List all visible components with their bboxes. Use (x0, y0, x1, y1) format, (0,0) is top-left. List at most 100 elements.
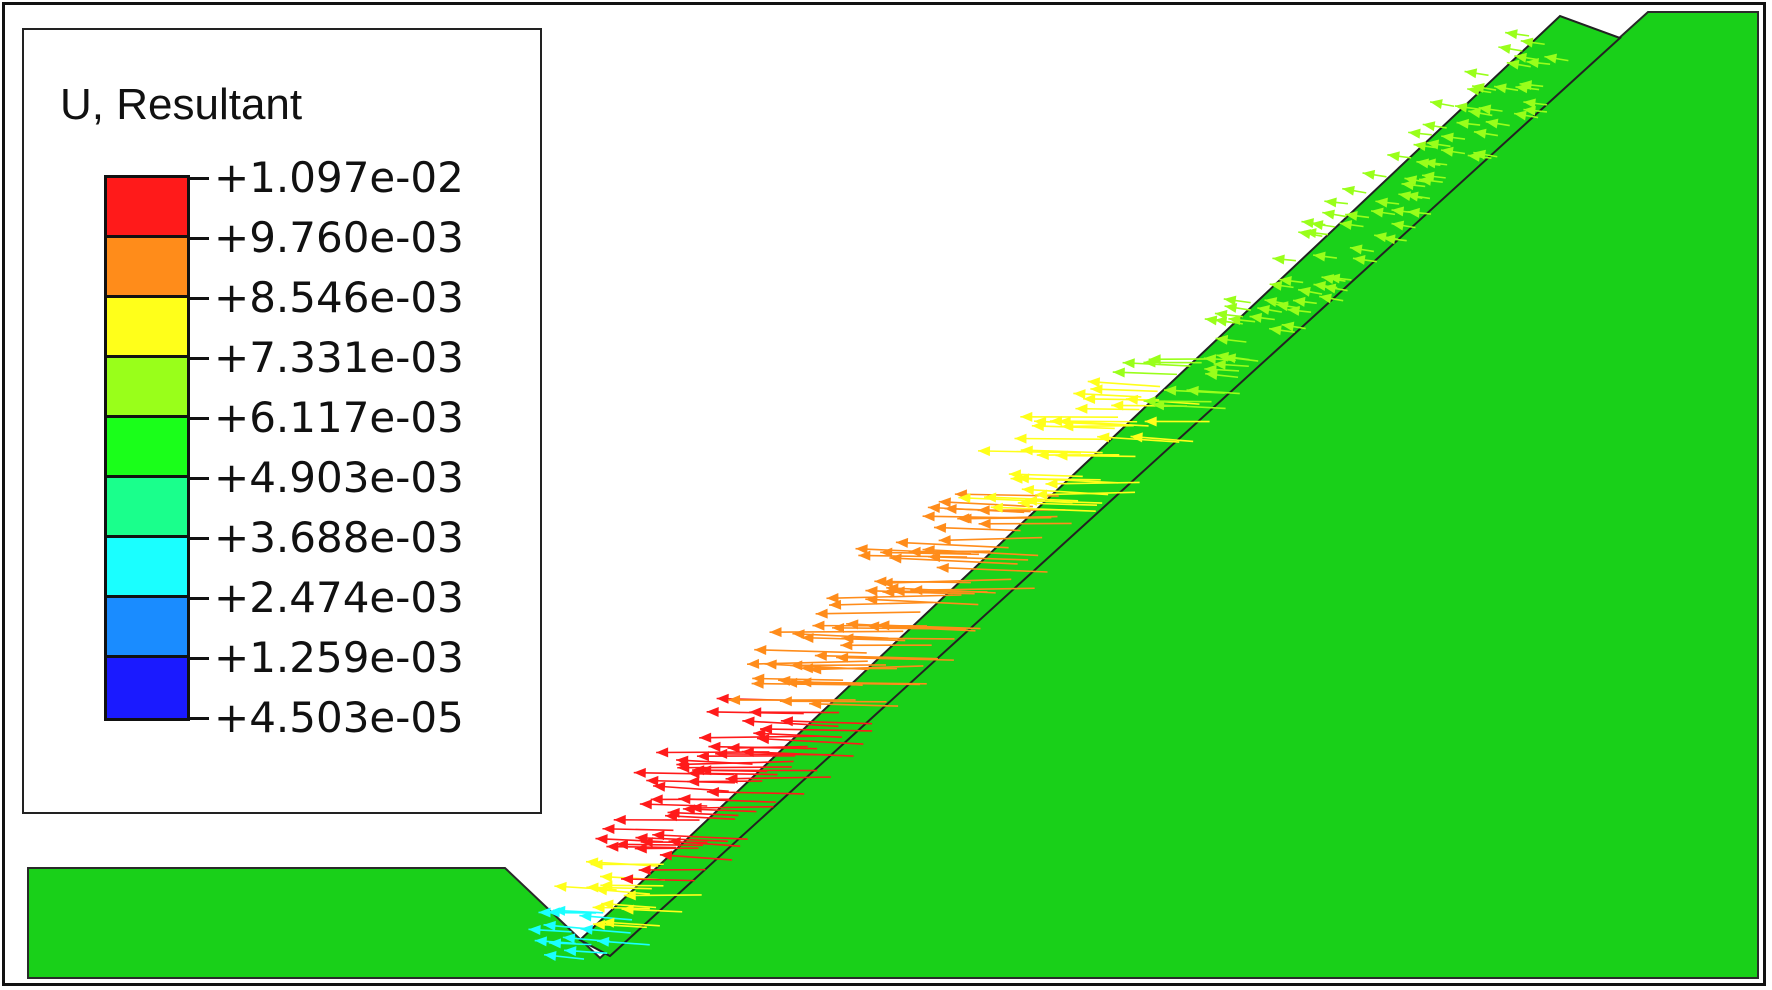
vector-arrowhead (1058, 416, 1071, 427)
vector-arrow (877, 624, 981, 630)
vector-arrowhead (564, 946, 577, 957)
legend-tick-6 (187, 537, 209, 540)
vector-arrowhead (1401, 180, 1414, 191)
vector-arrowhead (1298, 286, 1311, 297)
vector-arrowhead (1083, 394, 1096, 405)
vector-arrowhead (1387, 151, 1400, 162)
vector-arrow (957, 515, 1058, 520)
vector-arrow (880, 578, 1012, 584)
vector-arrowhead (1304, 228, 1317, 238)
vector-arrowhead (1422, 121, 1436, 132)
vector-arrowhead (1292, 296, 1306, 307)
vector-arrowhead (841, 633, 854, 644)
vector-arrowhead (978, 518, 991, 529)
vector-arrowhead (910, 585, 923, 596)
vector-arrowhead (1301, 218, 1314, 229)
vector-arrowhead (646, 775, 659, 786)
vector-arrowhead (889, 553, 902, 564)
vector-arrowhead (1215, 334, 1229, 345)
vector-arrowhead (865, 594, 878, 605)
vector-arrowhead (699, 765, 712, 776)
vector-arrowhead (846, 619, 859, 630)
vector-arrowhead (1391, 220, 1405, 231)
legend-tick-5 (187, 477, 209, 480)
vector-arrowhead (706, 787, 719, 798)
vector-arrowhead (751, 678, 764, 689)
vector-arrowhead (633, 767, 646, 778)
vector-arrowhead (1422, 171, 1435, 182)
vector-arrowhead (895, 537, 909, 548)
vector-arrow (895, 541, 1009, 549)
vector-arrowhead (809, 664, 822, 675)
color-band-3 (107, 358, 187, 418)
vector-arrowhead (1514, 52, 1527, 63)
vector-arrowhead (880, 577, 893, 588)
vector-arrow (725, 776, 831, 780)
vector-arrow (1020, 449, 1103, 454)
vector-arrow (741, 750, 854, 757)
vector-arrowhead (753, 728, 766, 739)
vector-arrow (1035, 491, 1136, 496)
vector-arrowhead (1352, 255, 1366, 265)
vector-arrowhead (1111, 400, 1124, 411)
vector-arrow (799, 681, 927, 685)
vector-arrowhead (668, 837, 681, 848)
vector-arrowhead (826, 593, 839, 604)
vector-arrowhead (1122, 358, 1135, 369)
vector-arrowhead (1020, 411, 1033, 422)
vector-arrow (769, 630, 904, 634)
legend-title: U, Resultant (60, 80, 303, 129)
vector-arrowhead (1391, 206, 1405, 217)
vector-arrowhead (756, 734, 770, 745)
color-bar (104, 175, 190, 721)
vector-arrowhead (1090, 384, 1103, 395)
vector-arrowhead (1125, 394, 1139, 405)
vector-arrow (814, 654, 938, 660)
vector-arrow (938, 500, 1033, 508)
vector-arrowhead (1407, 207, 1420, 218)
vector-arrowhead (652, 830, 665, 841)
vector-arrow (754, 648, 867, 654)
vector-arrowhead (1223, 353, 1237, 364)
vector-arrowhead (687, 768, 700, 779)
vector-arrow (1152, 403, 1226, 410)
vector-arrow (699, 735, 820, 739)
legend-tick-2 (187, 297, 209, 300)
vector-arrowhead (592, 902, 605, 913)
vector-arrowhead (706, 707, 719, 718)
vector-arrowhead (867, 621, 880, 632)
vector-arrowhead (1423, 158, 1436, 169)
color-band-4 (107, 418, 187, 478)
vector-arrowhead (562, 933, 576, 944)
vector-arrowhead (1523, 98, 1536, 109)
vector-arrowhead (1349, 244, 1363, 255)
legend-tick-1 (187, 237, 209, 240)
vector-arrowhead (799, 677, 812, 688)
vector-arrowhead (1441, 146, 1454, 157)
vector-arrowhead (676, 759, 689, 770)
vector-arrowhead (938, 535, 951, 546)
vector-arrowhead (944, 503, 957, 514)
displacement-vectors (528, 29, 1569, 961)
vector-arrow (708, 745, 818, 750)
vector-arrowhead (1362, 169, 1376, 180)
vector-arrowhead (543, 920, 556, 931)
vector-arrowhead (1014, 433, 1027, 444)
vector-arrowhead (696, 751, 709, 762)
color-band-7 (107, 598, 187, 658)
vector-arrowhead (1514, 110, 1527, 121)
vector-arrow (936, 566, 1048, 573)
vector-arrowhead (534, 936, 548, 947)
vector-arrowhead (656, 747, 669, 758)
vector-arrowhead (1526, 58, 1539, 68)
legend-value-0: +1.097e-02 (214, 153, 464, 202)
vector-arrowhead (554, 881, 567, 892)
vector-arrow (1014, 437, 1112, 441)
vector-arrowhead (544, 951, 557, 961)
vector-arrowhead (764, 659, 777, 670)
vector-arrowhead (699, 732, 712, 743)
vector-arrowhead (606, 841, 619, 852)
vector-arrowhead (1319, 293, 1332, 304)
